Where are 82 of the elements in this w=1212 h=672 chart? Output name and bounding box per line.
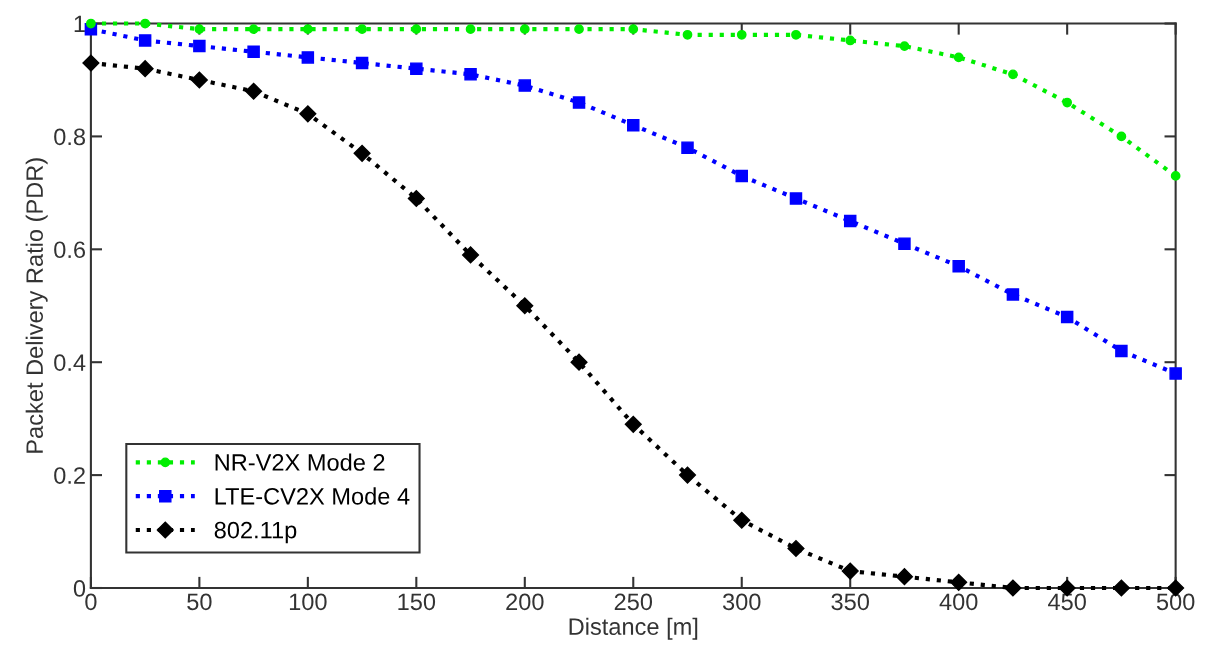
point: [465, 24, 476, 35]
x-tick-label: 500: [1156, 593, 1195, 611]
point: [193, 39, 206, 53]
x-tick-label: 350: [831, 593, 869, 611]
point: [627, 118, 640, 132]
point: [299, 105, 317, 123]
point: [516, 297, 534, 315]
point: [736, 29, 747, 40]
point: [353, 144, 371, 162]
point: [953, 52, 964, 63]
point: [789, 192, 803, 205]
point: [1170, 171, 1181, 181]
x-tick-label: 300: [722, 593, 761, 611]
point: [787, 539, 805, 558]
x-axis-title: Distance [m]: [569, 617, 698, 640]
point: [735, 169, 748, 183]
point: [1115, 344, 1128, 358]
y-axis-title: Packet Delivery Ratio (PDR): [25, 158, 48, 453]
point: [190, 71, 208, 89]
legend-label: NR-V2X Mode 2: [215, 453, 385, 471]
y-tick-label: 0.6: [54, 241, 85, 259]
point: [1062, 97, 1073, 108]
point: [518, 79, 532, 92]
point: [302, 24, 313, 35]
point: [136, 60, 154, 78]
point: [1008, 69, 1018, 80]
point: [899, 41, 910, 51]
legend-label: LTE-CV2X Mode 4: [215, 487, 410, 505]
point: [952, 259, 965, 273]
point: [82, 54, 100, 72]
point: [845, 35, 856, 46]
y-tick-label: 1: [74, 15, 85, 33]
point: [1116, 131, 1127, 142]
point: [570, 353, 588, 371]
point: [410, 62, 423, 75]
point: [357, 24, 367, 35]
x-tick-label: 150: [398, 593, 436, 611]
point: [733, 511, 751, 529]
point: [519, 24, 530, 35]
point: [572, 96, 586, 109]
point: [895, 568, 914, 586]
point: [574, 24, 584, 35]
point: [1112, 579, 1130, 597]
y-tick-label: 0: [73, 580, 86, 597]
point: [791, 29, 801, 40]
point: [247, 45, 260, 58]
x-tick-label: 450: [1048, 593, 1086, 611]
point: [140, 18, 150, 29]
point: [1169, 367, 1182, 380]
x-tick-label: 400: [939, 593, 978, 611]
x-tick-label: 50: [187, 593, 212, 611]
point: [1060, 310, 1074, 324]
y-tick-label: 0.4: [54, 354, 86, 371]
point: [843, 214, 857, 228]
point: [138, 34, 152, 47]
point: [1006, 288, 1020, 301]
point: [411, 24, 422, 35]
point: [624, 415, 642, 433]
point: [464, 68, 477, 81]
point: [301, 51, 315, 64]
point: [86, 18, 96, 29]
point: [245, 82, 263, 100]
point: [355, 56, 369, 70]
point: [678, 466, 697, 484]
point: [898, 237, 911, 250]
x-tick-label: 200: [506, 593, 544, 611]
point: [681, 141, 694, 154]
x-tick-label: 0: [85, 593, 97, 611]
point: [1004, 579, 1022, 597]
y-tick-label: 0.2: [54, 467, 85, 484]
point: [407, 189, 425, 208]
point: [194, 24, 205, 35]
point: [462, 246, 480, 264]
x-tick-label: 100: [289, 593, 327, 611]
x-tick-label: 250: [614, 593, 653, 611]
point: [950, 573, 968, 591]
point: [841, 562, 859, 580]
point: [248, 24, 259, 35]
point: [628, 24, 639, 35]
y-tick-label: 0.8: [54, 128, 86, 146]
legend-label: 802.11p: [214, 521, 297, 544]
point: [682, 29, 693, 40]
